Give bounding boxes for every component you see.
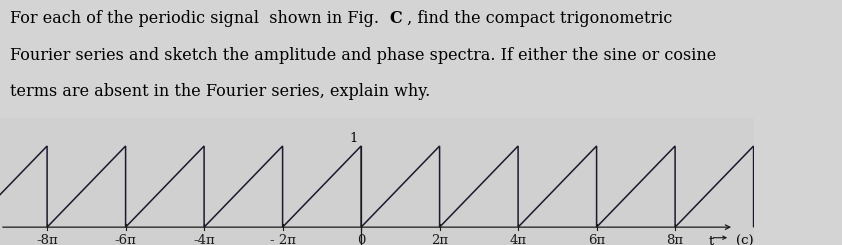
Text: 6π: 6π [588, 234, 605, 245]
Text: 8π: 8π [667, 234, 684, 245]
Text: -4π: -4π [193, 234, 215, 245]
Text: 4π: 4π [509, 234, 526, 245]
Text: For each of the periodic signal  shown in Fig.: For each of the periodic signal shown in… [10, 10, 389, 27]
Text: 0: 0 [357, 234, 365, 245]
Text: t: t [708, 235, 714, 245]
Text: 2π: 2π [431, 234, 448, 245]
Text: -6π: -6π [115, 234, 136, 245]
Text: - 2π: - 2π [269, 234, 296, 245]
Text: 1: 1 [349, 132, 358, 145]
Text: terms are absent in the Fourier series, explain why.: terms are absent in the Fourier series, … [10, 83, 430, 100]
Text: Fourier series and sketch the amplitude and phase spectra. If either the sine or: Fourier series and sketch the amplitude … [10, 47, 717, 63]
Text: C: C [389, 10, 402, 27]
Text: (c): (c) [736, 235, 754, 245]
Text: , find the compact trigonometric: , find the compact trigonometric [402, 10, 673, 27]
Text: -8π: -8π [36, 234, 58, 245]
